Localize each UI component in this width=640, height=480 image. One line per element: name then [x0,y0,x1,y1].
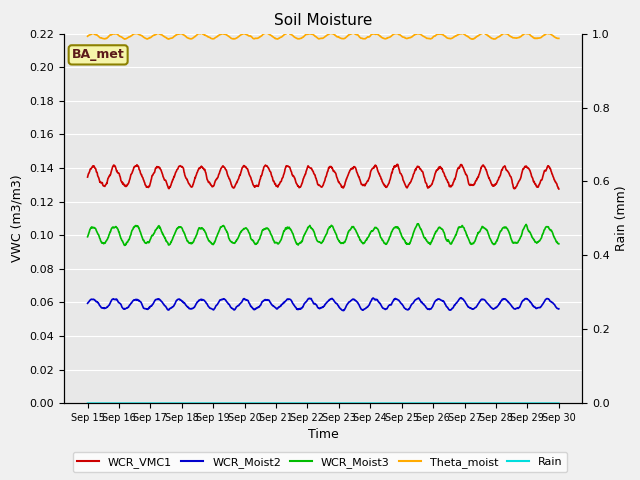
Title: Soil Moisture: Soil Moisture [274,13,372,28]
Y-axis label: VWC (m3/m3): VWC (m3/m3) [11,175,24,262]
Text: BA_met: BA_met [72,48,125,61]
Y-axis label: Rain (mm): Rain (mm) [616,186,628,251]
X-axis label: Time: Time [308,429,339,442]
Legend: WCR_VMC1, WCR_Moist2, WCR_Moist3, Theta_moist, Rain: WCR_VMC1, WCR_Moist2, WCR_Moist3, Theta_… [72,452,568,472]
